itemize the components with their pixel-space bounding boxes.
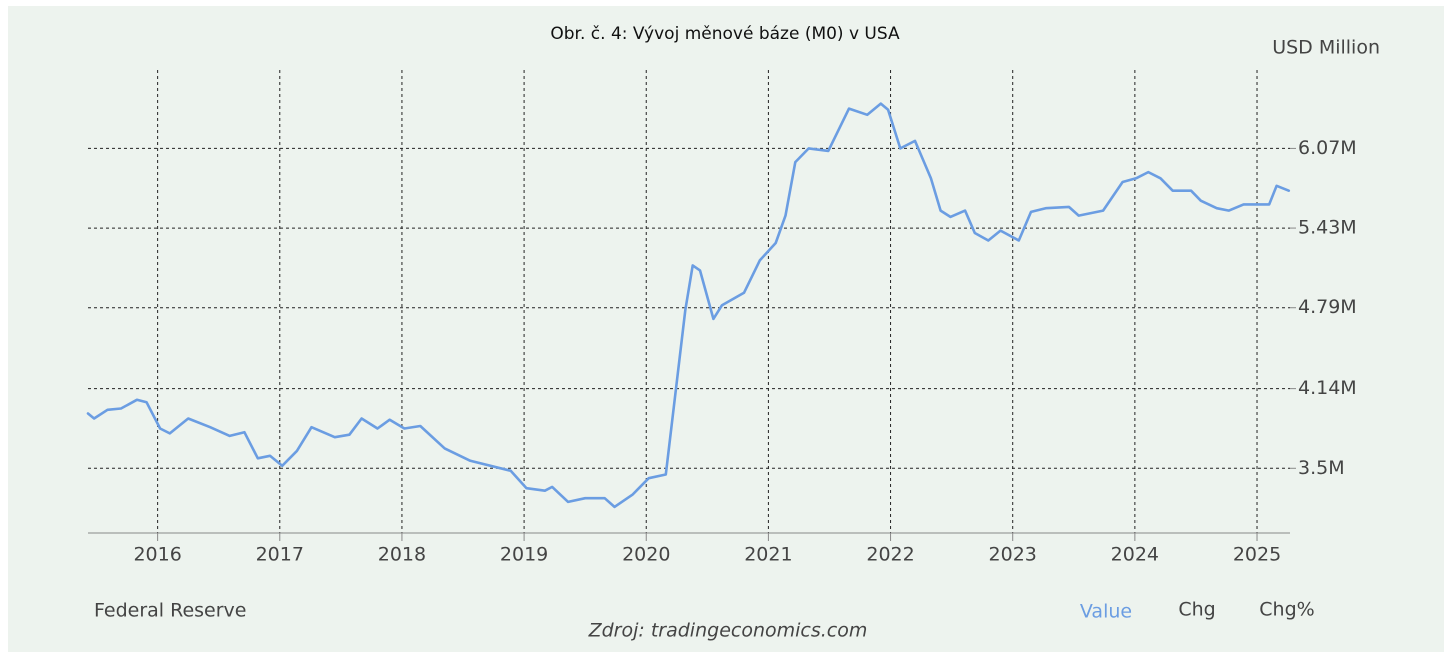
source: Zdroj: tradingeconomics.com — [588, 620, 868, 642]
x-tick-label: 2020 — [622, 544, 670, 566]
x-tick-label: 2018 — [378, 544, 426, 566]
panel-background — [8, 6, 1444, 652]
series-line — [86, 102, 1291, 509]
chart-title: Obr. č. 4: Vývoj měnové báze (M0) v USA — [550, 24, 900, 44]
y-tick-label: 4.79M — [1298, 296, 1357, 318]
y-tick-label: 3.5M — [1298, 457, 1345, 479]
y-tick-label: 4.14M — [1298, 377, 1357, 399]
x-tick-label: 2022 — [866, 544, 914, 566]
x-tick-label: 2025 — [1233, 544, 1281, 566]
tab-value[interactable]: Value — [1080, 601, 1132, 623]
tab-chg-pct[interactable]: Chg% — [1259, 599, 1314, 621]
y-tick-label: 5.43M — [1298, 217, 1357, 239]
x-tick-label: 2021 — [744, 544, 792, 566]
x-tick-label: 2023 — [989, 544, 1037, 566]
x-tick-label: 2017 — [256, 544, 304, 566]
x-tick-label: 2024 — [1111, 544, 1159, 566]
y-tick-label: 6.07M — [1298, 137, 1357, 159]
x-tick-label: 2016 — [133, 544, 181, 566]
unit-label: USD Million — [1272, 37, 1380, 59]
provider: Federal Reserve — [94, 600, 246, 622]
x-tick-label: 2019 — [500, 544, 548, 566]
tab-chg[interactable]: Chg — [1178, 599, 1215, 621]
